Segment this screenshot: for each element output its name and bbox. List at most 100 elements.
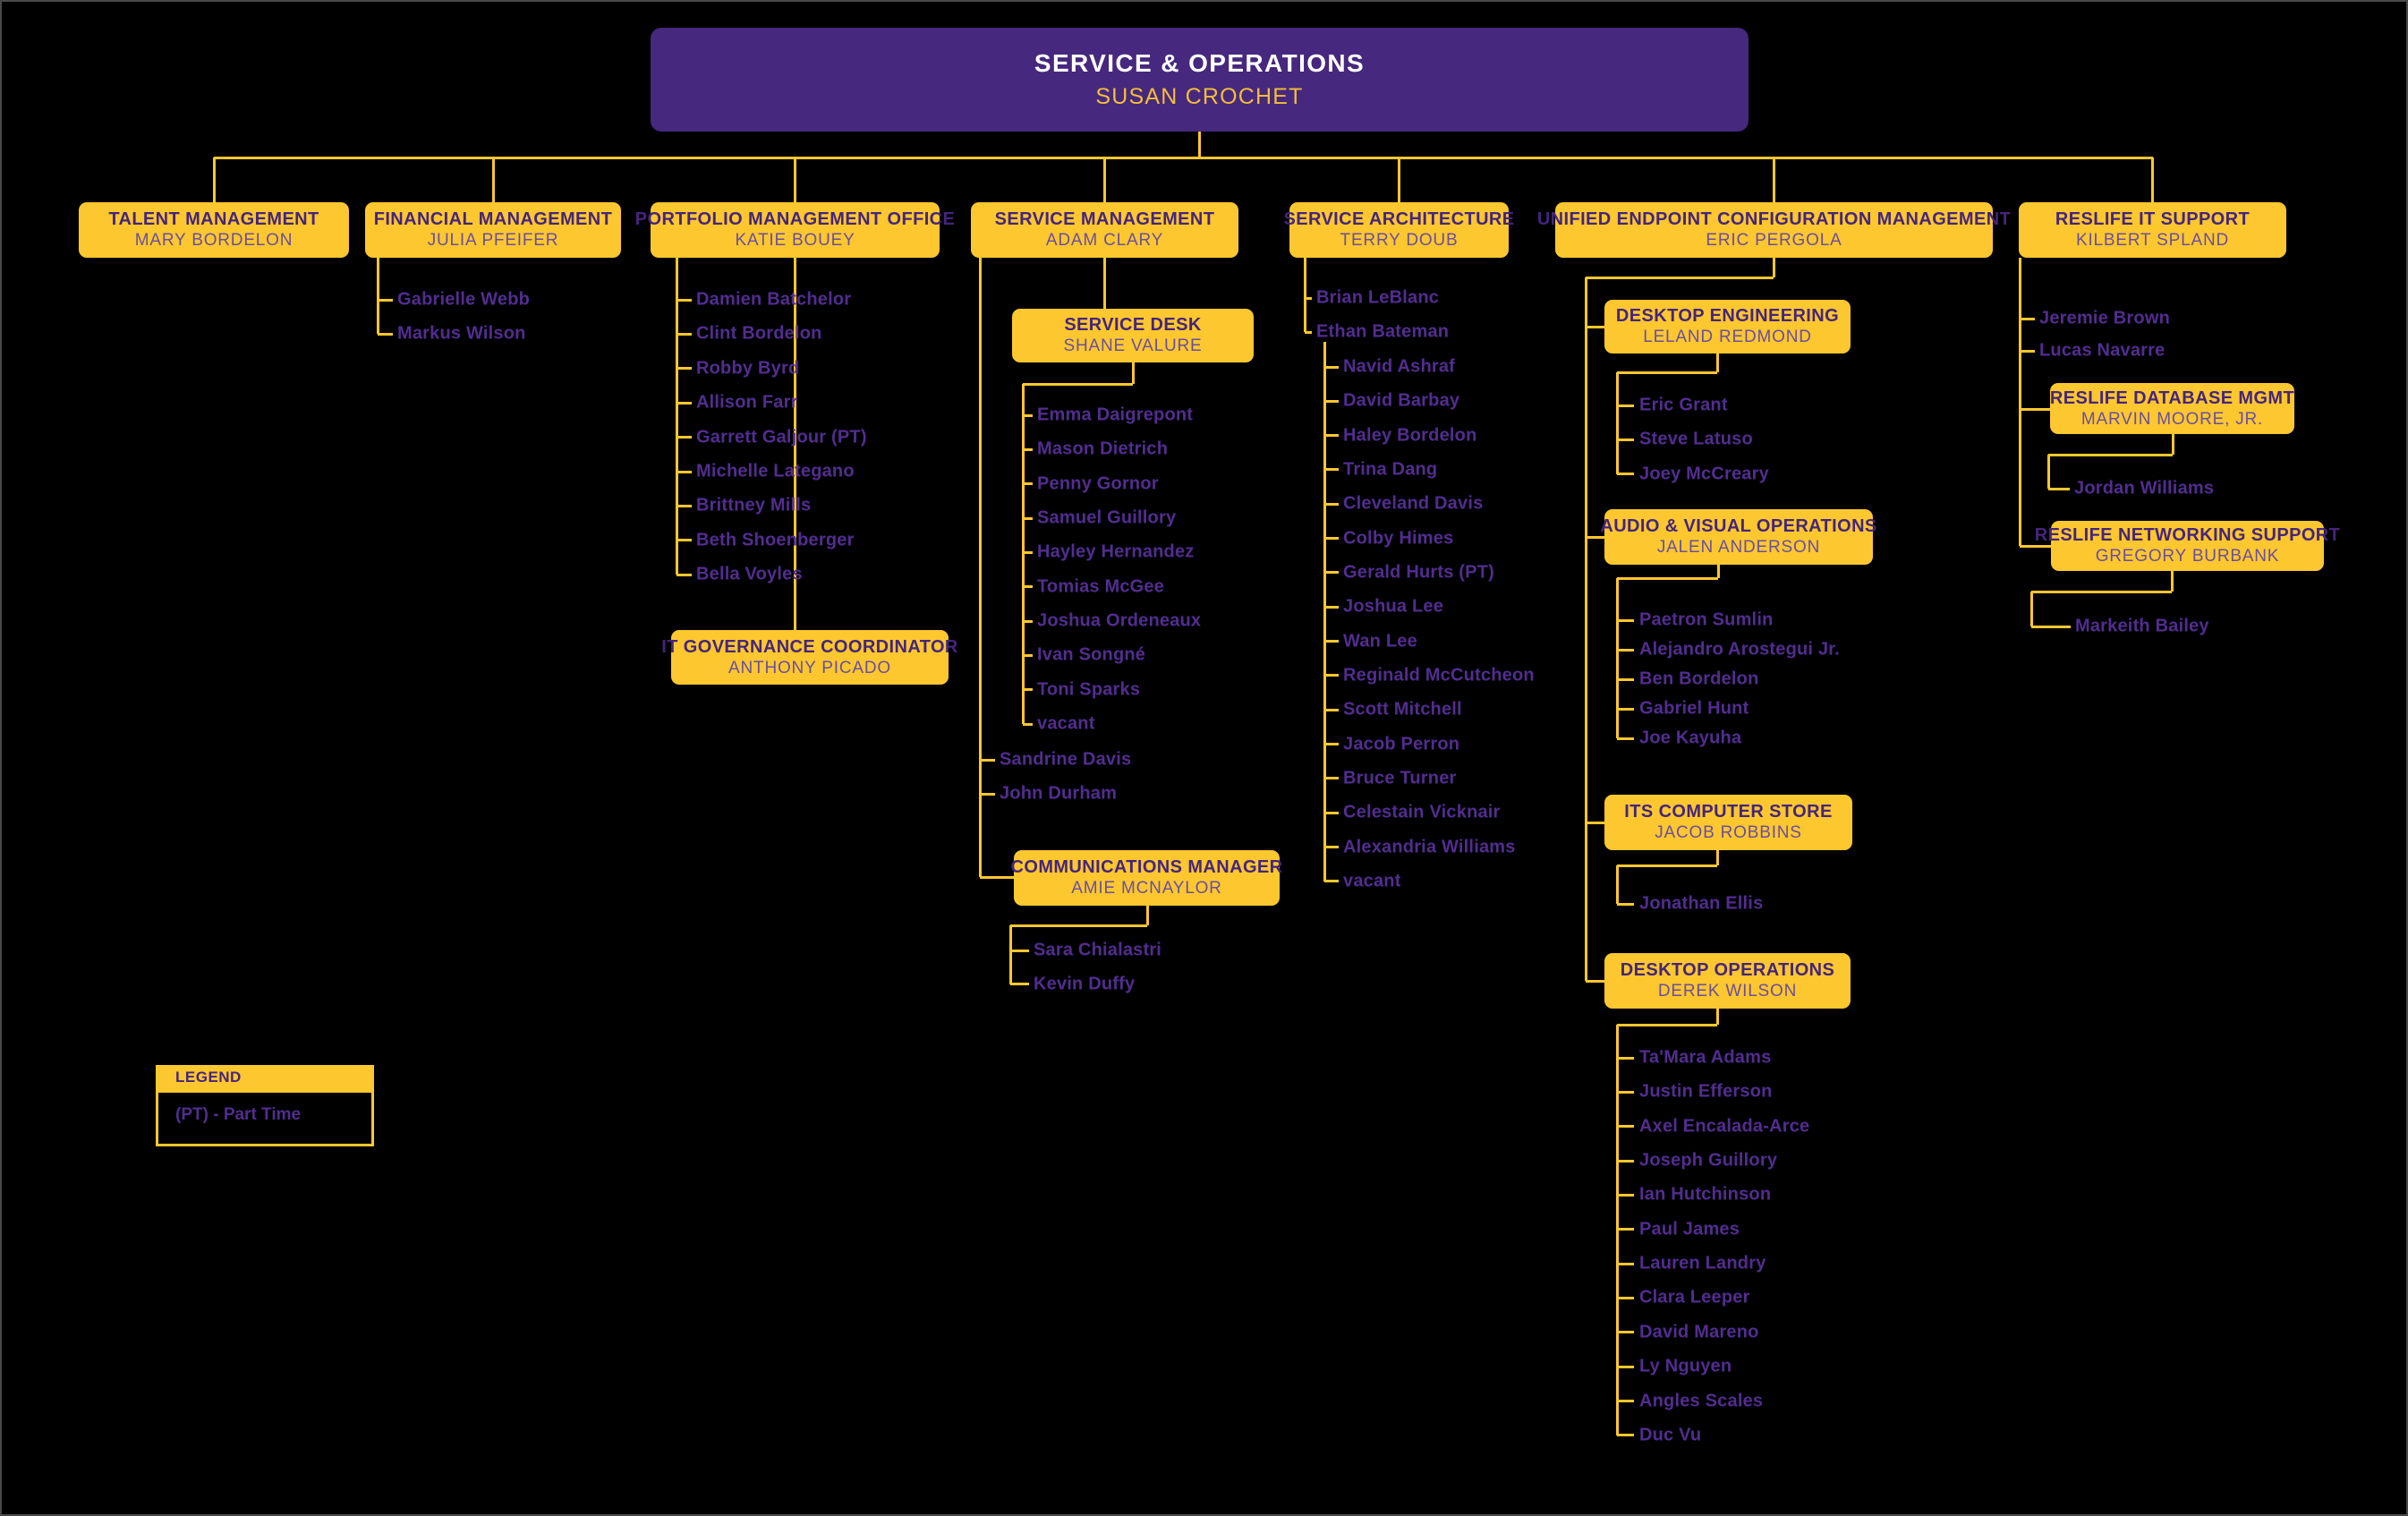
- person-label: Alexandria Williams: [1343, 837, 1516, 857]
- connector-line: [1615, 865, 1619, 904]
- connector-line: [1715, 850, 1719, 865]
- unit-manager: JACOB ROBBINS: [1655, 823, 1802, 843]
- connector-line: [1324, 365, 1339, 369]
- person-label: Robby Byrd: [696, 358, 800, 379]
- connector-line: [1617, 618, 1634, 622]
- connector-line: [1010, 924, 1147, 927]
- person-label: Axel Encalada-Arce: [1639, 1116, 1810, 1137]
- connector-line: [2029, 592, 2033, 626]
- connector-line: [1617, 1159, 1634, 1163]
- person-label: Angles Scales: [1639, 1391, 1764, 1410]
- person-label: Ian Hutchinson: [1639, 1184, 1772, 1205]
- connector-line: [2048, 453, 2173, 456]
- unit-manager: KATIE BOUEY: [735, 231, 855, 251]
- person-label: Hayley Hernandez: [1037, 541, 1195, 562]
- person-label: Sandrine Davis: [1000, 749, 1132, 770]
- person-label: Justin Efferson: [1639, 1081, 1773, 1102]
- person-label: Toni Sparks: [1037, 679, 1141, 700]
- connector-line: [1023, 516, 1033, 520]
- person-label: Ben Bordelon: [1639, 669, 1759, 689]
- connector-line: [1617, 1434, 1634, 1437]
- sub-dept-box: DESKTOP ENGINEERING LELAND REDMOND: [1604, 300, 1851, 353]
- connector-line: [1772, 258, 1775, 277]
- person-label: Penny Gornor: [1037, 473, 1159, 494]
- connector-line: [1586, 276, 1774, 279]
- legend-body: (PT) - Part Time: [156, 1090, 374, 1146]
- connector-line: [1324, 846, 1339, 849]
- connector-line: [980, 758, 995, 762]
- connector-line: [1617, 707, 1634, 711]
- connector-line: [2020, 544, 2051, 548]
- unit-title: ITS COMPUTER STORE: [1624, 802, 1833, 822]
- connector-line: [1617, 1400, 1634, 1402]
- person-label: Joshua Lee: [1343, 596, 1444, 617]
- connector-line: [1305, 330, 1312, 334]
- unit-title: DESKTOP OPERATIONS: [1620, 960, 1835, 981]
- person-label: Ivan Songné: [1037, 644, 1146, 665]
- connector-line: [1716, 565, 1720, 578]
- connector-line: [1324, 743, 1339, 746]
- connector-line: [1586, 979, 1604, 983]
- connector-line: [1617, 648, 1634, 652]
- sub-dept-box: RESLIFE DATABASE MGMT MARVIN MOORE, JR.: [2050, 383, 2294, 434]
- connector-line: [1010, 983, 1029, 985]
- unit-manager: MARVIN MOORE, JR.: [2080, 409, 2264, 429]
- sub-dept-box: COMMUNICATIONS MANAGER AMIE MCNAYLOR: [1011, 850, 1282, 906]
- connector-line: [676, 332, 692, 336]
- connector-line: [1324, 571, 1339, 575]
- connector-line: [378, 298, 393, 302]
- unit-manager: TERRY DOUB: [1340, 231, 1459, 251]
- unit-manager: ANTHONY PICADO: [728, 658, 891, 677]
- unit-manager: GREGORY BURBANK: [2095, 547, 2280, 566]
- sub-dept-box: IT GOVERNANCE COORDINATOR ANTHONY PICADO: [661, 630, 957, 685]
- person-label: Kevin Duffy: [1034, 974, 1136, 993]
- connector-line: [676, 367, 692, 370]
- sub-dept-box: ITS COMPUTER STORE JACOB ROBBINS: [1604, 795, 1852, 850]
- dept-box: FINANCIAL MANAGEMENT JULIA PFEIFER: [365, 202, 621, 258]
- person-label: Gabrielle Webb: [397, 289, 531, 310]
- connector-line: [1145, 906, 1149, 925]
- unit-title: RESLIFE IT SUPPORT: [2055, 209, 2251, 230]
- unit-title: TALENT MANAGEMENT: [108, 209, 319, 230]
- connector-line: [1617, 1228, 1634, 1231]
- person-label: Cleveland Davis: [1343, 493, 1484, 514]
- connector-line: [1324, 502, 1339, 506]
- person-label: Ly Nguyen: [1639, 1356, 1732, 1376]
- connector-line: [1023, 722, 1033, 726]
- connector-line: [2170, 571, 2174, 592]
- person-label: Beth Shoenberger: [696, 530, 855, 550]
- dept-box: UNIFIED ENDPOINT CONFIGURATION MANAGEMEN…: [1537, 202, 2011, 258]
- unit-title: PORTFOLIO MANAGEMENT OFFICE: [634, 209, 956, 230]
- unit-manager: JALEN ANDERSON: [1656, 538, 1821, 558]
- unit-title: SERVICE ARCHITECTURE: [1283, 209, 1515, 230]
- connector-line: [2031, 625, 2071, 628]
- connector-line: [491, 158, 495, 202]
- person-label: Gerald Hurts (PT): [1343, 562, 1494, 583]
- person-label: Navid Ashraf: [1343, 356, 1456, 377]
- unit-manager: MARY BORDELON: [134, 231, 294, 251]
- person-label: Damien Batchelor: [696, 289, 852, 310]
- person-label: Reginald McCutcheon: [1343, 665, 1535, 686]
- connector-line: [978, 258, 982, 877]
- connector-line: [1586, 535, 1604, 539]
- person-label: Mason Dietrich: [1037, 439, 1169, 459]
- connector-line: [214, 156, 2153, 159]
- connector-line: [1023, 482, 1033, 486]
- connector-line: [1008, 925, 1012, 984]
- connector-line: [1617, 737, 1634, 740]
- person-label: Jonathan Ellis: [1639, 893, 1764, 914]
- unit-title: AUDIO & VISUAL OPERATIONS: [1600, 516, 1877, 537]
- connector-line: [1617, 864, 1717, 867]
- person-label: Steve Latuso: [1639, 429, 1753, 449]
- person-label: Bella Voyles: [696, 564, 803, 584]
- person-label: Joey McCreary: [1639, 464, 1769, 484]
- connector-line: [676, 401, 692, 405]
- connector-line: [793, 158, 796, 202]
- unit-manager: LELAND REDMOND: [1643, 328, 1812, 347]
- connector-line: [1023, 413, 1033, 417]
- connector-line: [1617, 1262, 1634, 1265]
- connector-line: [1324, 777, 1339, 780]
- connector-line: [1617, 1296, 1634, 1299]
- unit-manager: KILBERT SPLAND: [2075, 231, 2229, 251]
- connector-line: [1617, 404, 1634, 407]
